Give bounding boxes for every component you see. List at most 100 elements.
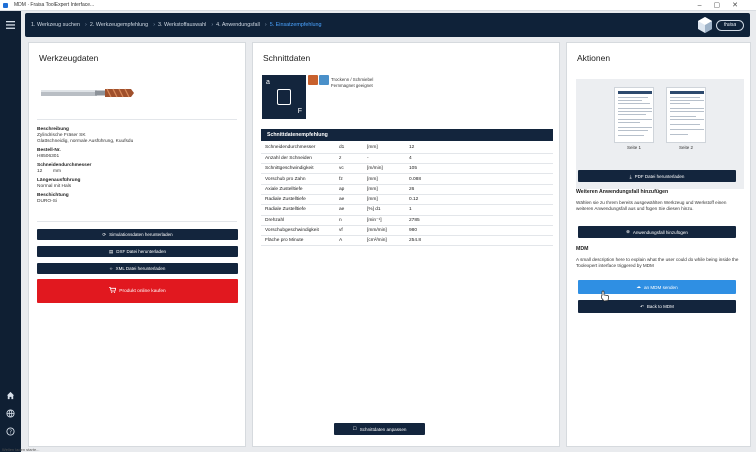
cutting-data-card: Schnittdaten a F Trockenn / Schmiebel Fe… [252,42,560,447]
spec-order-no: Bestell-Nr. H8506301 [37,148,61,159]
breadcrumb: 1. Werkzeug suchen › 2. Werkzeugempfehlun… [31,13,324,37]
param-value: 12 [409,143,553,154]
spec-description: Beschreibung Zylindrische Fräser SK Glat… [37,127,134,144]
table-row: Vorschub pro Zahn fz [mm] 0.088 [261,173,553,185]
param-unit: [m/min] [367,163,409,175]
left-rail: ? [0,11,21,452]
param-name: Vorschubgeschwindigkeit [261,225,339,237]
back-arrow-icon: ↶ [640,303,644,309]
param-name: Axiale Zustelltiefe [261,184,339,195]
help-icon[interactable]: ? [4,427,17,440]
spec-length: Längenausführung Normal mit Hals [37,178,81,189]
window-controls[interactable]: –▢✕ [697,2,750,9]
toolexpert-logo-icon [696,16,714,34]
pdf-page-2-thumbnail[interactable] [666,87,706,143]
breadcrumb-step-1[interactable]: 1. Werkzeug suchen [31,22,81,28]
breadcrumb-step-5[interactable]: 5. Einsatzempfehlung [269,22,322,28]
table-row: Axiale Zustelltiefe ap [mm] 26 [261,184,553,195]
tool-data-card: Werkzeugdaten Beschreibung Zylindrische … [28,42,246,447]
buy-online-button[interactable]: Produkt online kaufen [37,279,238,303]
cloud-upload-icon: ☁ [636,284,641,289]
application-type-tile: a F [262,75,306,119]
window-titlebar: MDM · Fraisa ToolExpert Interface... –▢✕ [0,0,756,11]
home-icon[interactable] [4,391,17,404]
param-unit: [mm] [367,194,409,206]
app-icon [3,3,8,8]
table-row: Vorschubgeschwindigkeit vf [mm/min] 980 [261,225,553,237]
param-unit: - [367,153,409,165]
download-xml-button[interactable]: ‹› XML Datei herunterladen [37,263,238,274]
param-symbol: vf [339,225,367,237]
back-to-mdm-button[interactable]: ↶ Back to MDM [578,300,736,313]
param-symbol: ae [339,194,367,206]
param-unit: [cm²/min] [367,235,409,247]
cart-icon [109,287,117,295]
file-icon: ▤ [108,248,114,254]
param-symbol: ap [339,184,367,195]
adjust-cutting-data-button[interactable]: ☐ Schnittdaten anpassen [334,423,425,435]
param-value: 980 [409,225,553,237]
param-symbol: vc [339,163,367,175]
window-title: MDM · Fraisa ToolExpert Interface... [14,2,95,8]
download-pdf-button[interactable]: ⤓ PDF Datei herunterladen [578,170,736,182]
pdf-page-1-thumbnail[interactable] [614,87,654,143]
param-value: 26 [409,184,553,195]
param-name: Schneidendurchmesser [261,143,339,154]
param-value: 2785 [409,215,553,226]
tool-specs: Beschreibung Zylindrische Fräser SK Glat… [37,127,237,208]
chevron-right-icon: › [85,22,87,28]
param-unit: [%] d1 [367,204,409,216]
breadcrumb-step-2[interactable]: 2. Werkzeugempfehlung [89,22,149,28]
tool-image [39,85,139,101]
page-1-caption: Seite 1 [626,145,641,150]
param-symbol: n [339,215,367,226]
param-value: 1 [409,204,553,216]
cutting-data-table: Schneidendurchmesser d1 [mm] 12 Anzahl der S… [261,143,553,247]
add-case-description: Wählen sie zu Ihrem bereits ausgewählten… [576,200,727,211]
globe-icon[interactable] [4,409,17,422]
tool-data-title: Werkzeugdaten [39,53,99,63]
param-value: 105 [409,163,553,175]
table-row: Radiale Zustelltiefe ae [mm] 0.12 [261,194,553,206]
download-simulation-button[interactable]: ⟳ Simulationsdaten herunterladen [37,229,238,240]
param-name: Radiale Zustelltiefe [261,194,339,206]
hamburger-menu-icon[interactable] [4,20,17,33]
download-dxf-button[interactable]: ▤ DXF Datei herunterladen [37,246,238,257]
param-unit: [mm] [367,173,409,185]
param-symbol: A [339,235,367,247]
chevron-right-icon: › [153,22,155,28]
mdm-heading: MDM [576,246,589,252]
divider [37,119,237,120]
table-row: Drehzahl n [min⁻¹] 2785 [261,215,553,226]
param-name: Radiale Zustelltiefe [261,204,339,216]
breadcrumb-step-4[interactable]: 4. Anwendungsfall [216,22,260,28]
param-symbol: d1 [339,143,367,154]
flame-icon [308,75,318,85]
param-name: Fläche pro Minute [261,235,339,247]
divider [37,221,237,222]
param-symbol: ae [339,204,367,216]
application-symbol-icon [277,89,291,105]
checkbox-icon: ☐ [352,426,357,431]
table-row: Schnittgeschwindigkeit vc [m/min] 105 [261,163,553,175]
table-row: Schneidendurchmesser d1 [mm] 12 [261,143,553,154]
param-value: 0.088 [409,173,553,185]
spec-diameter: Schneidendurchmesser 12 mm [37,163,92,174]
add-application-case-button[interactable]: ⊕ Anwendungsfall hinzufügen [578,226,736,238]
download-icon: ⤓ [629,173,632,179]
chevron-right-icon: › [264,22,267,28]
status-bar: Wellen laden starte... [2,447,40,452]
svg-text:?: ? [9,430,12,436]
top-navbar: 1. Werkzeug suchen › 2. Werkzeugempfehlun… [25,13,750,37]
param-unit: [mm] [367,184,409,195]
param-symbol: z [339,153,367,165]
recommendation-header: Schnittdatenempfehlung [261,129,553,141]
send-to-mdm-button[interactable]: ☁ an MDM senden [578,280,736,294]
breadcrumb-step-3[interactable]: 3. Werkstoffauswahl [157,22,207,28]
code-icon: ‹› [109,266,113,271]
param-name: Anzahl der Schneiden [261,153,339,165]
actions-title: Aktionen [577,53,611,63]
param-name: Vorschub pro Zahn [261,173,339,185]
spec-coating: Beschichtung DURO-Si [37,193,69,204]
param-value: 0.12 [409,194,553,206]
